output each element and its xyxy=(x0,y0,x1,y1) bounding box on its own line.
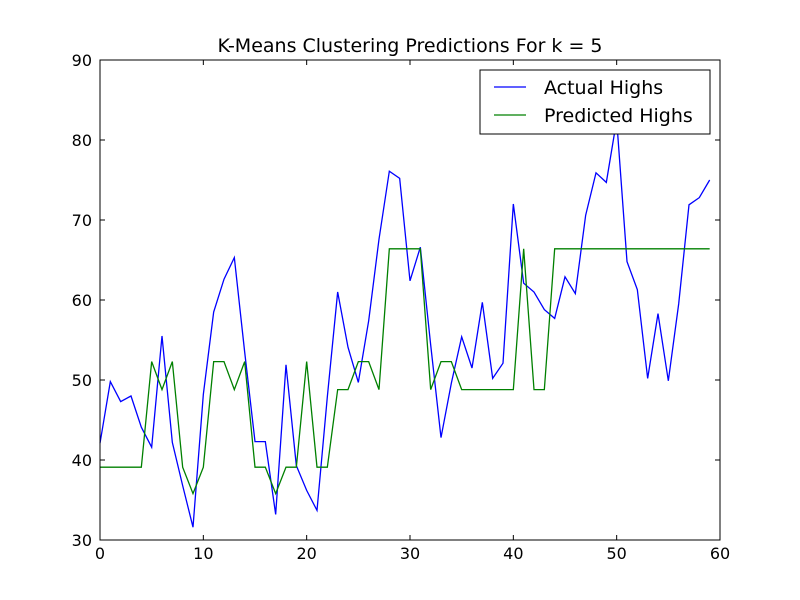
legend-box xyxy=(479,69,711,135)
x-tick-label: 0 xyxy=(95,544,105,563)
y-tick-label: 60 xyxy=(72,291,92,310)
x-tick-label: 20 xyxy=(296,544,316,563)
chart-title: K-Means Clustering Predictions For k = 5 xyxy=(217,35,602,57)
x-tick-label: 30 xyxy=(400,544,420,563)
legend-label-actual-highs: Actual Highs xyxy=(544,77,663,99)
legend: Actual Highs Predicted Highs xyxy=(479,69,711,135)
x-tick-label: 10 xyxy=(193,544,213,563)
axis-ticks: 0 10 20 30 40 50 60 30 40 50 60 70 80 90 xyxy=(72,51,731,563)
x-tick-label: 40 xyxy=(503,544,523,563)
series-line-predicted-highs xyxy=(100,248,710,496)
y-tick-label: 80 xyxy=(72,131,92,150)
y-tick-label: 50 xyxy=(72,371,92,390)
x-tick-label: 50 xyxy=(606,544,626,563)
y-tick-label: 90 xyxy=(72,51,92,70)
plot-area xyxy=(100,60,720,540)
series-lines xyxy=(99,119,711,528)
y-tick-label: 40 xyxy=(72,451,92,470)
legend-label-predicted-highs: Predicted Highs xyxy=(544,105,693,127)
series-line-actual-highs xyxy=(99,119,711,528)
y-tick-label: 30 xyxy=(72,531,92,550)
plot-frame xyxy=(99,59,721,541)
y-tick-label: 70 xyxy=(72,211,92,230)
x-tick-label: 60 xyxy=(710,544,730,563)
